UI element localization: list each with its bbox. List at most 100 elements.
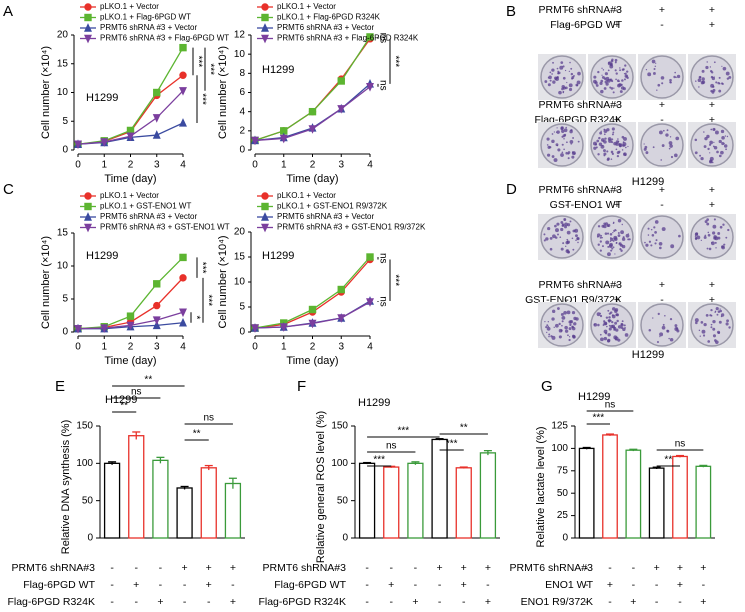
colony [654,220,659,224]
condition-name: PRMT6 shRNA#3 [263,562,347,574]
colony [556,130,560,134]
condition-sign: + [206,579,212,591]
y-tick-label: 50 [557,488,569,499]
marker [337,77,345,85]
colony [552,234,556,239]
colony [700,81,705,85]
condition-name: Flag-6PGD R324K [7,596,95,608]
significance-label: *** [397,426,409,437]
colony [554,224,557,228]
colony [563,148,565,151]
colony [556,222,560,226]
significance-label: ns [131,387,142,398]
colony [592,141,597,146]
plate [540,215,584,259]
colony [619,67,621,69]
colony [545,325,548,329]
condition-sign: - [660,199,664,211]
colony [718,320,722,324]
colony [611,127,615,131]
colony [700,157,704,161]
condition-sign: + [230,596,236,608]
colony [620,322,624,326]
colony [599,249,602,252]
legend-marker [261,3,269,11]
colony [615,241,618,244]
colony [716,313,719,316]
colony [711,76,716,81]
colony [605,82,609,86]
colony [573,322,577,326]
condition-sign: - [608,596,612,608]
condition-sign: - [615,4,619,16]
cell-line: H1299 [86,92,118,104]
condition-sign: + [659,4,665,16]
colony [721,136,725,140]
x-tick-label: 0 [252,160,258,171]
colony [576,237,580,241]
bar [128,435,145,539]
legend-label: pLKO.1 + Vector [277,191,336,200]
colony [647,72,652,77]
colony [603,149,606,153]
significance-label: ns [377,253,388,264]
colony [572,137,575,139]
colony [703,322,707,327]
colony [668,147,671,150]
colony [621,223,624,226]
colony [652,317,654,319]
colony [559,236,562,239]
colony [617,325,622,329]
colony [627,145,629,148]
condition-sign: + [607,579,613,591]
y-tick-label: 25 [557,510,569,521]
colony [624,333,629,337]
plate [540,55,584,99]
colony [660,76,665,80]
condition-sign: - [231,579,235,591]
colony [599,131,603,135]
colony [723,243,726,246]
colony [670,155,674,159]
colony [608,139,612,143]
colony [645,243,649,247]
legend-label: pLKO.1 + GST-ENO1 WT [100,202,191,211]
colony [561,143,564,146]
colony [575,239,577,242]
colony [614,253,616,255]
colony [726,135,729,138]
colony [564,325,568,330]
y-tick-label: 0 [62,327,68,338]
colony [557,307,560,310]
marker [337,285,345,294]
marker [100,324,109,333]
colony [726,77,730,80]
colony [721,141,725,146]
bar [625,449,642,539]
colony [607,245,610,248]
condition-sign: - [110,596,114,608]
colony [570,67,573,70]
colony [600,130,602,133]
condition-sign: - [365,562,369,574]
colony [597,243,600,246]
colony [712,334,717,338]
colony [708,247,712,251]
condition-sign: - [390,596,394,608]
colony [577,241,579,244]
condition-sign: + [677,579,683,591]
colony [616,154,620,158]
condition-sign: - [565,199,569,211]
colony [609,232,613,236]
condition-sign: + [206,562,212,574]
colony [648,240,652,243]
x-tick-label: 2 [128,160,134,171]
colony [698,329,701,332]
colony [669,78,672,82]
colony [612,231,614,234]
condition-sign: - [486,579,490,591]
legend-marker [84,3,92,11]
colony [662,323,665,326]
colony [712,319,716,324]
colony [549,79,552,82]
